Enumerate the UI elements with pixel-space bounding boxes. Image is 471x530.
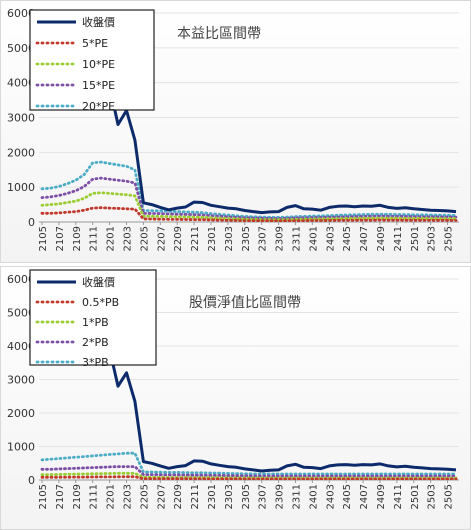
y-tick-label: 1000 [7, 441, 35, 454]
x-tick-label: 2503 [427, 484, 438, 509]
y-tick-label: 6000 [7, 7, 35, 20]
series-line [40, 176, 458, 221]
legend-box [29, 269, 157, 366]
x-tick-label: 2309 [275, 484, 286, 509]
x-tick-label: 2501 [410, 484, 421, 509]
x-tick-label: 2105 [38, 484, 49, 509]
x-tick-label: 2309 [275, 226, 286, 251]
x-tick-label: 2405 [342, 226, 353, 251]
series-line [40, 160, 458, 219]
x-tick-label: 2305 [241, 484, 252, 509]
x-tick-label: 2209 [173, 484, 184, 509]
y-tick-label: 2000 [7, 146, 35, 159]
chart-title: 本益比區間帶 [177, 26, 261, 42]
x-tick-label: 2303 [224, 484, 235, 509]
legend-label: 20*PE [82, 100, 115, 113]
y-tick-label: 4000 [7, 340, 35, 353]
legend-label: 5*PE [82, 37, 108, 50]
x-tick-label: 2411 [393, 484, 404, 509]
x-tick-label: 2307 [258, 484, 269, 509]
y-tick-label: 3000 [7, 112, 35, 125]
legend-label: 10*PE [82, 58, 115, 71]
x-tick-label: 2109 [72, 226, 83, 251]
y-tick-label: 2000 [7, 407, 35, 420]
series-line [40, 465, 458, 478]
x-tick-label: 2303 [224, 226, 235, 251]
legend-label: 1*PB [82, 316, 109, 329]
y-tick-label: 4000 [7, 77, 35, 90]
x-tick-label: 2503 [427, 226, 438, 251]
x-tick-label: 2201 [106, 226, 117, 251]
legend-label: 2*PB [82, 336, 109, 349]
x-tick-label: 2407 [359, 226, 370, 251]
y-tick-label: 0 [28, 216, 35, 229]
x-tick-label: 2505 [444, 484, 455, 509]
x-tick-label: 2311 [291, 226, 302, 251]
x-tick-label: 2307 [258, 226, 269, 251]
legend-label: 收盤價 [82, 275, 115, 289]
legend-box [29, 9, 155, 111]
x-tick-label: 2409 [376, 226, 387, 251]
x-tick-label: 2207 [156, 226, 167, 251]
legend-label: 3*PB [82, 356, 109, 369]
x-tick-label: 2203 [122, 226, 133, 251]
x-tick-label: 2501 [410, 226, 421, 251]
x-tick-label: 2111 [89, 484, 100, 509]
x-tick-label: 2403 [325, 484, 336, 509]
x-tick-label: 2107 [55, 484, 66, 509]
x-tick-label: 2207 [156, 484, 167, 509]
pb-band-chart: 0 1000 2000 3000 4000 5000 6000 2105 2107 2109 211… [0, 266, 471, 530]
y-tick-label: 5000 [7, 42, 35, 55]
x-tick-label: 2401 [308, 226, 319, 251]
y-tick-label: 3000 [7, 374, 35, 387]
series-line [40, 451, 458, 476]
x-tick-label: 2405 [342, 484, 353, 509]
x-tick-label: 2305 [241, 226, 252, 251]
pb-band-chart-svg: 0 1000 2000 3000 4000 5000 6000 2105 2107 2109 211… [7, 269, 459, 509]
legend-label: 15*PE [82, 79, 115, 92]
x-tick-label: 2111 [89, 226, 100, 251]
x-tick-label: 2211 [190, 484, 201, 509]
legend-label: 0.5*PB [82, 296, 119, 309]
x-tick-label: 2205 [139, 226, 150, 251]
y-tick-label: 6000 [7, 273, 35, 286]
y-tick-label: 0 [28, 474, 35, 487]
x-tick-label: 2407 [359, 484, 370, 509]
pe-band-chart: 0 1000 2000 3000 4000 5000 6000 2105 2107 2109 211… [0, 0, 471, 263]
x-tick-label: 2311 [291, 484, 302, 509]
x-tick-label: 2109 [72, 484, 83, 509]
x-tick-label: 2105 [38, 226, 49, 251]
x-tick-label: 2201 [106, 484, 117, 509]
x-tick-label: 2203 [122, 484, 133, 509]
x-tick-label: 2409 [376, 484, 387, 509]
pe-band-chart-svg: 0 1000 2000 3000 4000 5000 6000 2105 2107 2109 211… [7, 7, 459, 251]
x-tick-label: 2209 [173, 226, 184, 251]
series-line [40, 206, 458, 222]
y-tick-label: 1000 [7, 181, 35, 194]
x-tick-label: 2401 [308, 484, 319, 509]
x-tick-label: 2403 [325, 226, 336, 251]
x-tick-label: 2301 [207, 484, 218, 509]
y-tick-label: 5000 [7, 307, 35, 320]
legend-label: 收盤價 [82, 15, 115, 29]
x-tick-label: 2205 [139, 484, 150, 509]
x-tick-label: 2211 [190, 226, 201, 251]
x-tick-label: 2505 [444, 226, 455, 251]
x-tick-label: 2411 [393, 226, 404, 251]
chart-title: 股價淨值比區間帶 [189, 294, 301, 311]
series-line [40, 475, 458, 480]
x-tick-label: 2107 [55, 226, 66, 251]
x-tick-label: 2301 [207, 226, 218, 251]
